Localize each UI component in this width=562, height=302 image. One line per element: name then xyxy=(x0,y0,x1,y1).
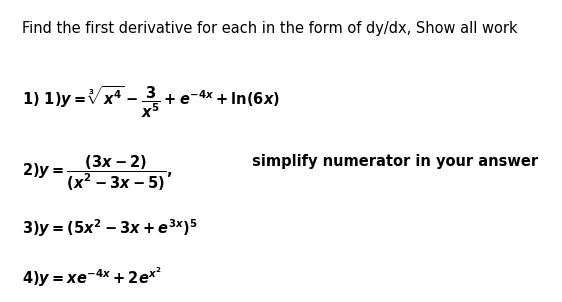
Text: 4)$y = xe^{-4x}+2e^{x^2}$: 4)$y = xe^{-4x}+2e^{x^2}$ xyxy=(22,266,162,289)
Text: 1) 1)$y = \sqrt[3]{x^4} - \dfrac{3}{x^5}+e^{-4x}+\ln(6x)$: 1) 1)$y = \sqrt[3]{x^4} - \dfrac{3}{x^5}… xyxy=(22,85,280,120)
Text: Find the first derivative for each in the form of dy/dx, Show all work: Find the first derivative for each in th… xyxy=(22,21,518,36)
Text: 3)$y = (5x^2-3x+e^{3x})^5$: 3)$y = (5x^2-3x+e^{3x})^5$ xyxy=(22,217,198,239)
Text: simplify numerator in your answer: simplify numerator in your answer xyxy=(247,154,538,169)
Text: 2)$y = \dfrac{(3x-2)}{(x^2-3x-5)}$,: 2)$y = \dfrac{(3x-2)}{(x^2-3x-5)}$, xyxy=(22,154,173,193)
